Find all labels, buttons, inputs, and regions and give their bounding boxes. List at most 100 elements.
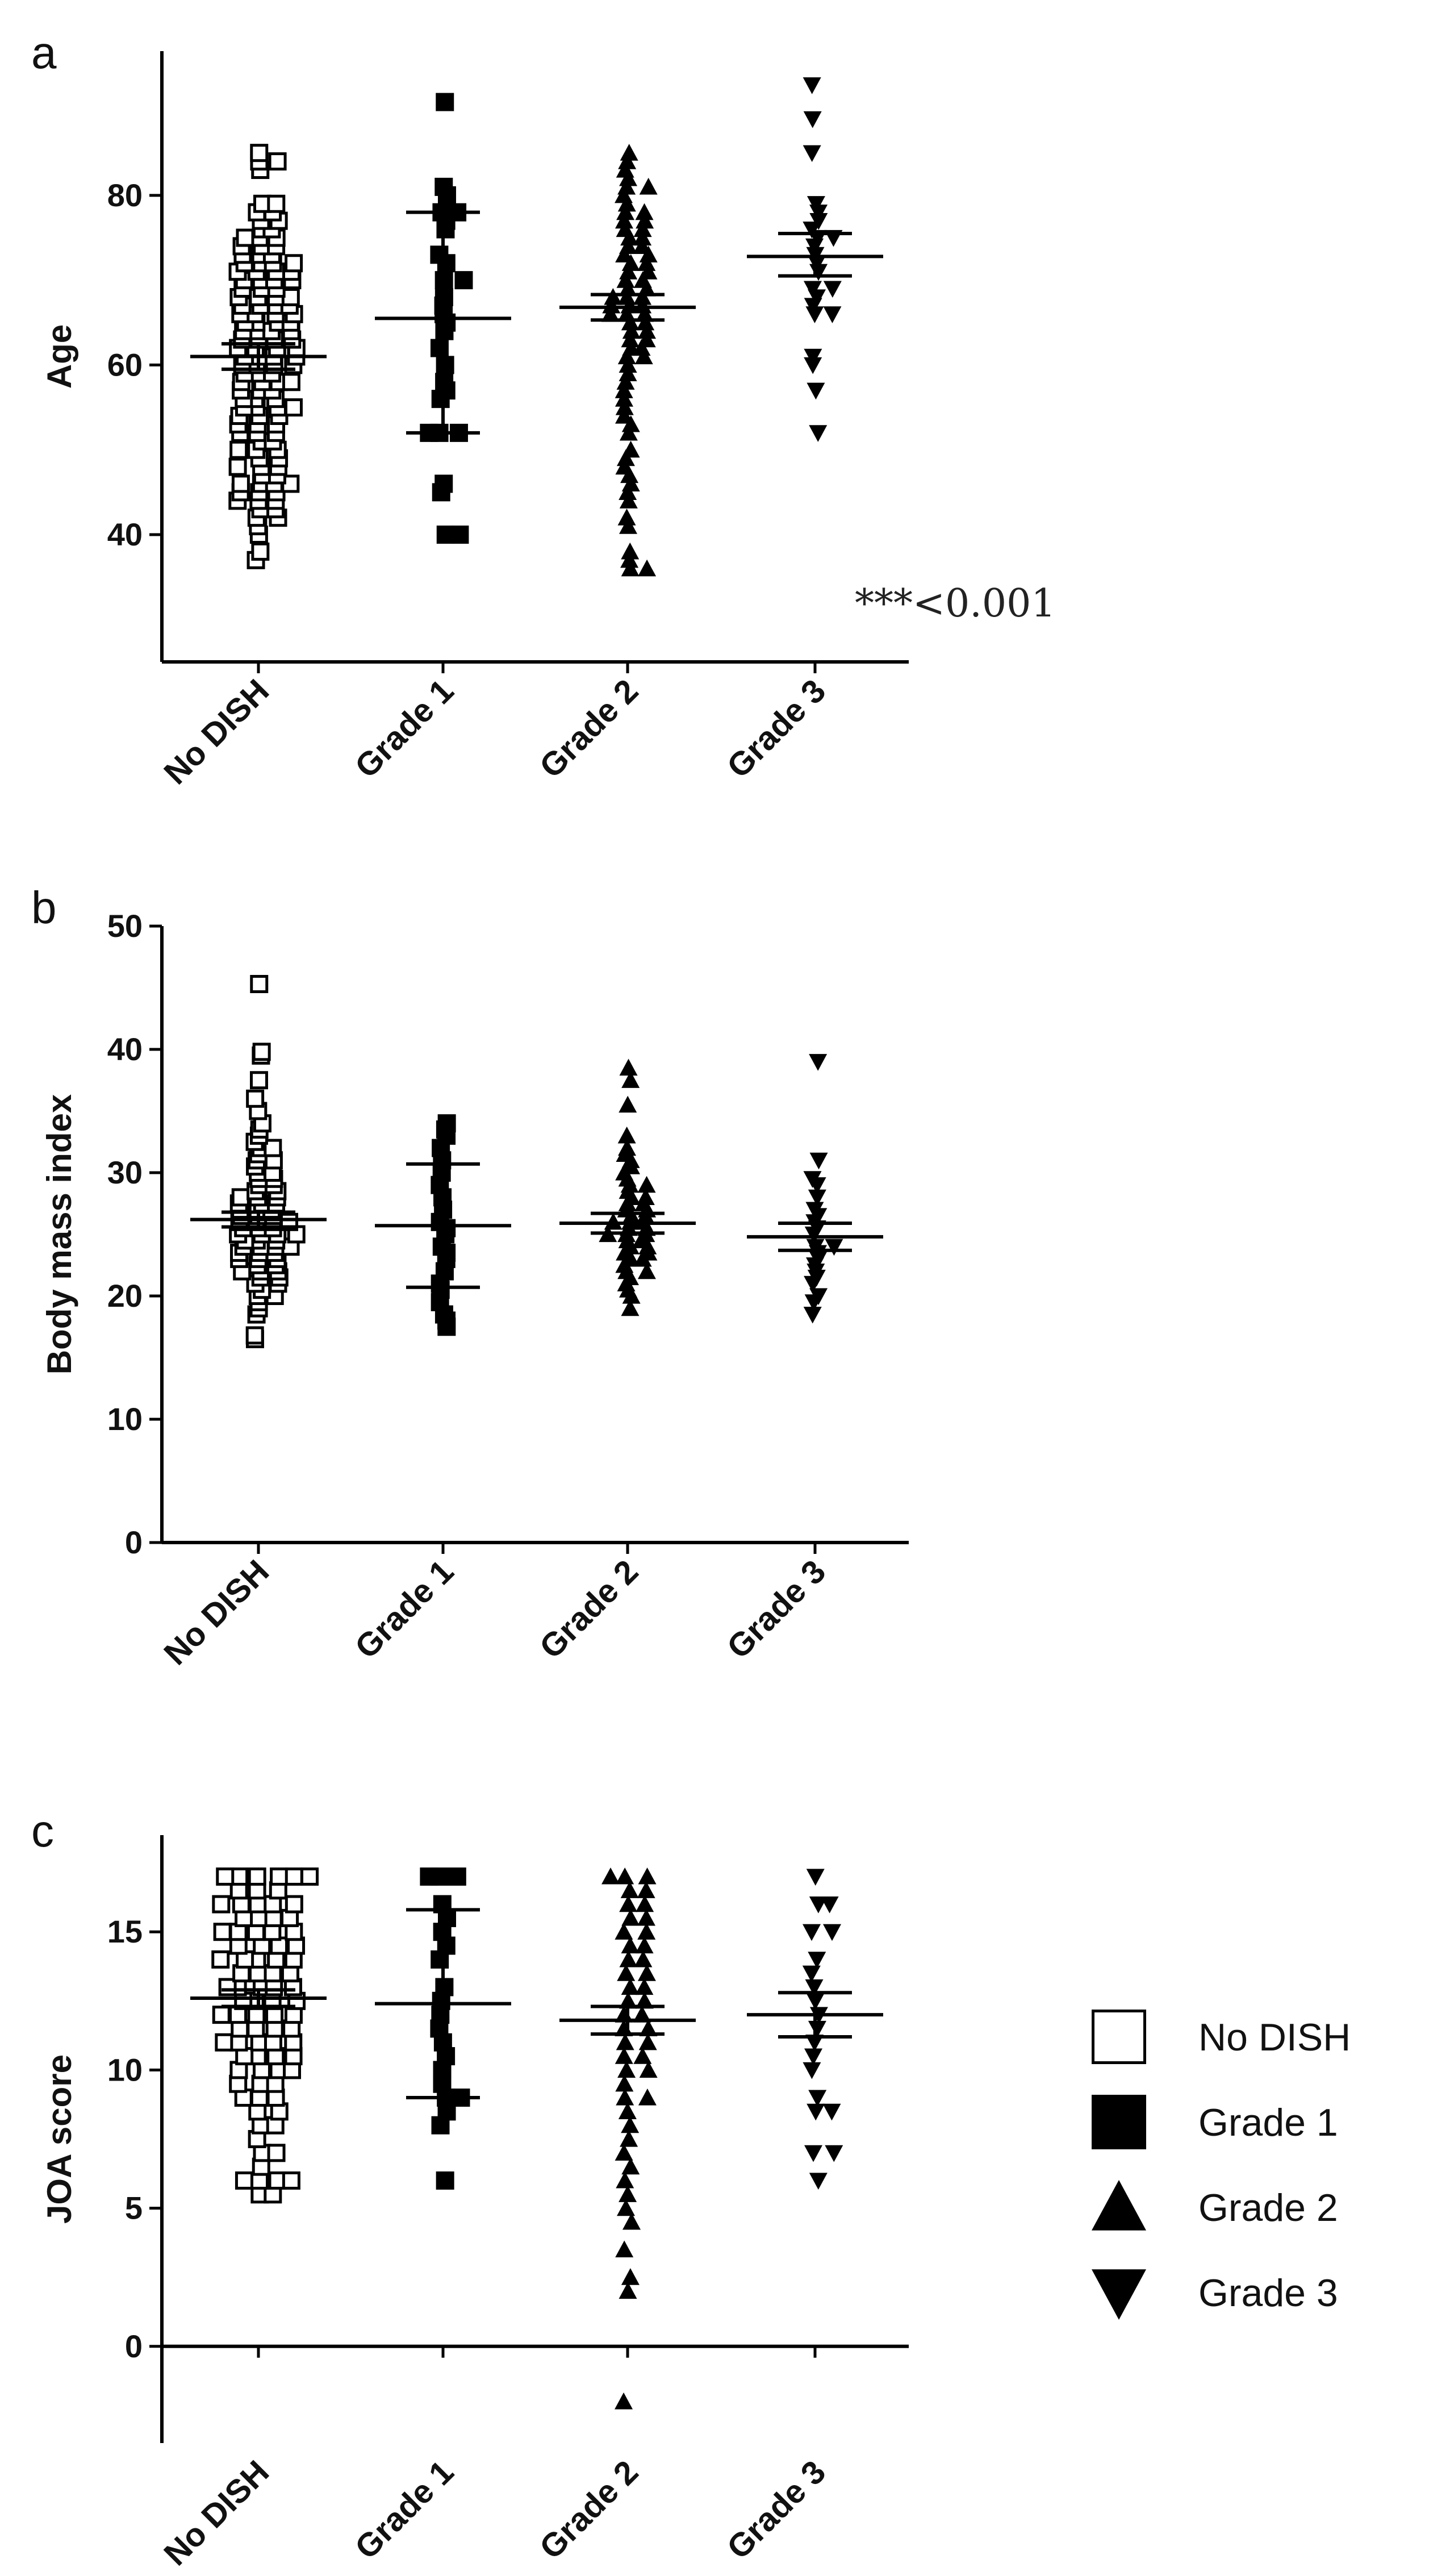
data-point bbox=[619, 483, 637, 500]
data-point bbox=[615, 2240, 634, 2258]
data-point bbox=[430, 245, 449, 264]
data-point bbox=[619, 237, 638, 255]
panel-letter-b: b bbox=[31, 882, 57, 933]
data-point bbox=[639, 262, 658, 280]
data-point bbox=[615, 2144, 633, 2161]
data-point bbox=[448, 1867, 466, 1886]
data-point bbox=[808, 1952, 826, 1969]
data-point bbox=[637, 1964, 656, 1981]
data-point bbox=[808, 255, 826, 273]
series-no-dish bbox=[190, 144, 327, 569]
data-point bbox=[620, 296, 639, 314]
data-point bbox=[619, 1058, 638, 1076]
y-tick-label: 50 bbox=[107, 908, 143, 944]
legend-marker-grade-2 bbox=[1092, 2180, 1146, 2231]
data-point bbox=[637, 1923, 656, 1940]
y-tick-label: 0 bbox=[125, 1524, 143, 1560]
data-point bbox=[621, 474, 640, 492]
data-point bbox=[639, 2019, 658, 2037]
data-point bbox=[639, 245, 658, 262]
data-point bbox=[619, 280, 637, 297]
data-point bbox=[300, 1867, 319, 1886]
data-point bbox=[619, 356, 637, 373]
data-point bbox=[621, 254, 640, 271]
data-point bbox=[616, 449, 635, 466]
data-point bbox=[808, 2020, 826, 2038]
data-point bbox=[420, 1867, 438, 1886]
data-point bbox=[637, 1176, 656, 1193]
data-point bbox=[430, 339, 449, 357]
data-point bbox=[621, 2157, 640, 2175]
y-tick-label: 80 bbox=[107, 177, 143, 213]
legend-label: Grade 2 bbox=[1198, 2186, 1338, 2229]
data-point bbox=[621, 1908, 640, 1926]
series-grade-3 bbox=[747, 1869, 883, 2190]
x-tick-label-grade-2: Grade 2 bbox=[532, 2453, 645, 2566]
data-point bbox=[807, 196, 825, 213]
y-tick-label: 40 bbox=[107, 1031, 143, 1067]
legend-marker-no-dish bbox=[1092, 2010, 1146, 2064]
data-point bbox=[803, 111, 822, 128]
x-tick-label-no-dish: No DISH bbox=[157, 1553, 276, 1672]
data-point bbox=[808, 1189, 826, 1207]
legend-marker-grade-1 bbox=[1092, 2095, 1146, 2149]
data-point bbox=[285, 1895, 303, 1914]
data-point bbox=[619, 2185, 637, 2202]
legend-label: No DISH bbox=[1198, 2016, 1351, 2059]
data-point bbox=[619, 517, 638, 534]
x-tick-label-grade-2: Grade 2 bbox=[532, 1553, 645, 1666]
legend-label: Grade 3 bbox=[1198, 2271, 1338, 2315]
data-point bbox=[616, 220, 634, 237]
panel-c: c 0 5 10 15 JOA score No DISH Grade 1 Grade 2 Gra… bbox=[31, 1806, 909, 2573]
data-point bbox=[285, 254, 303, 273]
data-point bbox=[619, 423, 638, 441]
series-grade-1 bbox=[375, 1114, 511, 1336]
data-point bbox=[621, 542, 640, 560]
data-point bbox=[805, 1979, 824, 1996]
data-point bbox=[618, 152, 637, 169]
data-point bbox=[618, 1139, 637, 1156]
data-point bbox=[601, 1867, 620, 1885]
x-tick-label-grade-3: Grade 3 bbox=[720, 672, 833, 785]
data-point bbox=[636, 211, 654, 229]
data-point bbox=[434, 474, 453, 493]
data-point bbox=[454, 271, 473, 290]
data-point bbox=[615, 245, 634, 262]
y-axis-label: JOA score bbox=[40, 2054, 78, 2224]
data-point bbox=[808, 2090, 827, 2107]
data-point bbox=[804, 348, 822, 366]
panel-letter-a: a bbox=[31, 27, 57, 78]
data-point bbox=[638, 322, 657, 339]
y-tick-label: 40 bbox=[107, 516, 143, 552]
significance-annotation: ***<0.001 bbox=[855, 581, 1056, 626]
data-point bbox=[633, 2006, 651, 2023]
legend: No DISH Grade 1 Grade 2 Grade 3 bbox=[1092, 2010, 1351, 2320]
data-point bbox=[618, 2102, 637, 2119]
data-point bbox=[267, 194, 286, 213]
data-point bbox=[635, 1978, 654, 1995]
data-point bbox=[231, 1188, 250, 1207]
data-point bbox=[621, 559, 640, 577]
data-point bbox=[806, 1869, 825, 1886]
data-point bbox=[805, 306, 824, 323]
data-point bbox=[822, 1924, 841, 1941]
legend-item-no-dish: No DISH bbox=[1092, 2010, 1351, 2064]
data-point bbox=[436, 2171, 454, 2190]
data-point bbox=[803, 1306, 822, 1324]
data-point bbox=[633, 220, 652, 237]
series-grade-3 bbox=[747, 77, 883, 442]
data-point bbox=[216, 1867, 235, 1886]
data-point bbox=[615, 381, 633, 398]
data-point bbox=[638, 559, 657, 577]
data-point bbox=[809, 2173, 828, 2190]
series-grade-1 bbox=[375, 93, 511, 544]
legend-marker-grade-3 bbox=[1092, 2269, 1146, 2320]
data-point bbox=[639, 2061, 658, 2078]
legend-item-grade-1: Grade 1 bbox=[1092, 2095, 1338, 2149]
data-point bbox=[267, 2144, 286, 2162]
series-grade-1 bbox=[375, 1867, 511, 2190]
data-point bbox=[622, 2212, 641, 2230]
data-point bbox=[635, 1991, 654, 2009]
x-tick-label-grade-1: Grade 1 bbox=[348, 1553, 461, 1666]
x-tick-label-grade-1: Grade 1 bbox=[348, 2453, 461, 2566]
